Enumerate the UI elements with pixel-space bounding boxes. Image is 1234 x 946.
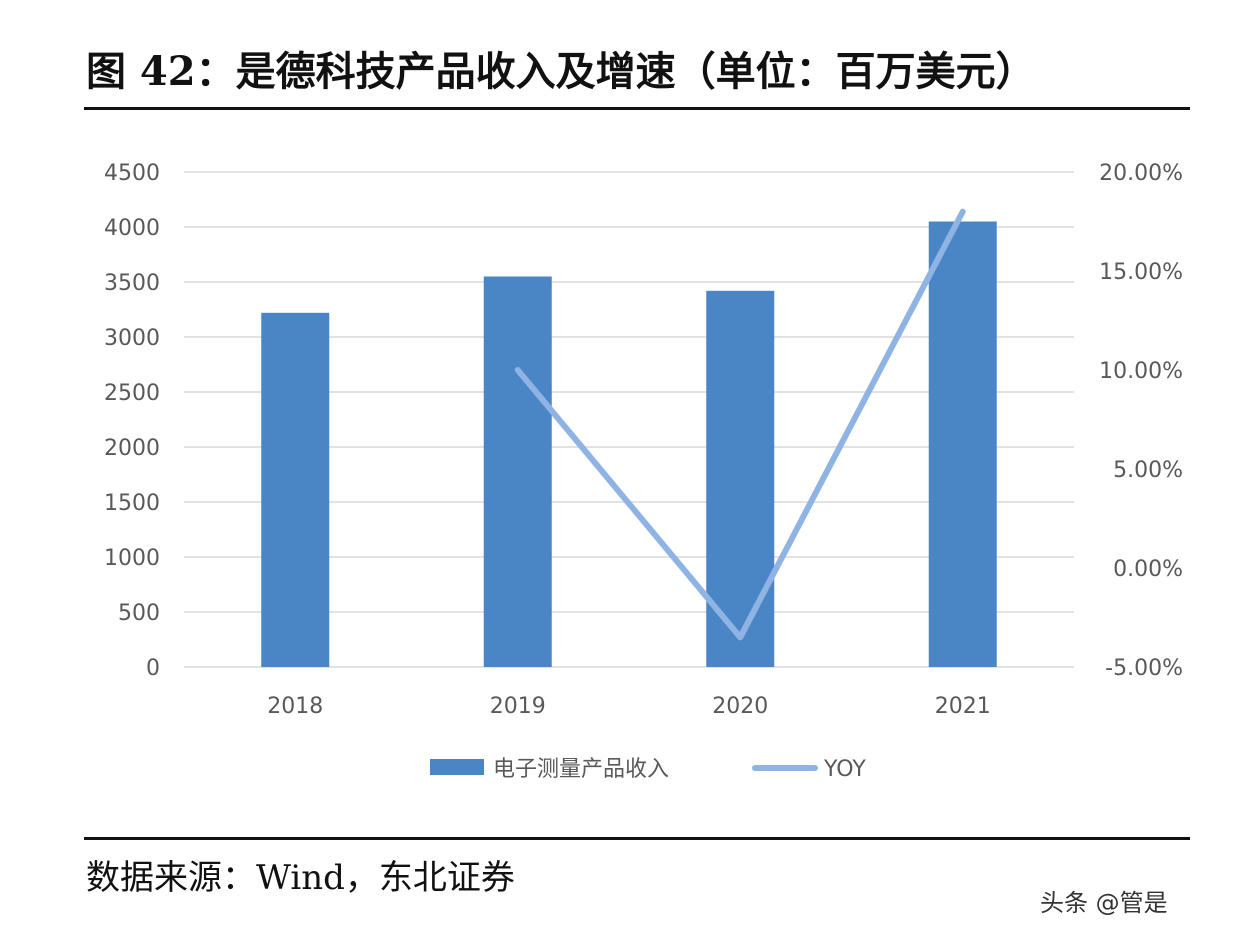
right-axis-tick-label: 15.00% xyxy=(1099,260,1183,285)
left-axis-tick-label: 3500 xyxy=(104,271,160,296)
category-label: 2021 xyxy=(935,694,991,719)
yoy-point xyxy=(961,210,964,213)
source-rule xyxy=(84,837,1190,840)
legend-label-bar: 电子测量产品收入 xyxy=(493,757,669,782)
left-axis-tick-label: 3000 xyxy=(104,326,160,351)
right-axis-tick-label: -5.00% xyxy=(1105,656,1183,681)
source-note: 数据来源：Wind，东北证券 xyxy=(86,858,515,898)
figure-title: 图 42：是德科技产品收入及增速（单位：百万美元） xyxy=(86,48,1036,95)
category-label: 2018 xyxy=(267,694,323,719)
yoy-point xyxy=(739,636,742,639)
bar-2020 xyxy=(706,290,775,667)
left-axis-tick-label: 0 xyxy=(146,656,160,681)
category-label: 2020 xyxy=(712,694,768,719)
left-axis-tick-label: 4500 xyxy=(104,161,160,186)
category-label: 2019 xyxy=(490,694,546,719)
bar-2021 xyxy=(928,221,997,667)
left-axis-tick-label: 2500 xyxy=(104,381,160,406)
watermark: 头条 @管是 xyxy=(1040,889,1168,917)
left-axis-tick-label: 1000 xyxy=(104,546,160,571)
left-axis-tick-label: 4000 xyxy=(104,216,160,241)
right-axis-tick-label: 10.00% xyxy=(1099,359,1183,384)
title-rule xyxy=(84,107,1190,110)
right-axis-tick-label: 20.00% xyxy=(1099,161,1183,186)
left-axis-tick-label: 2000 xyxy=(104,436,160,461)
left-axis-tick-label: 500 xyxy=(118,601,160,626)
legend-swatch-bar xyxy=(430,759,484,775)
bar-2019 xyxy=(483,276,552,667)
yoy-point xyxy=(516,369,519,371)
right-axis-tick-label: 0.00% xyxy=(1113,557,1183,582)
legend-label-line: YOY xyxy=(823,757,866,782)
left-axis-tick-label: 1500 xyxy=(104,491,160,516)
bar-2018 xyxy=(261,312,330,667)
right-axis-tick-label: 5.00% xyxy=(1113,458,1183,483)
